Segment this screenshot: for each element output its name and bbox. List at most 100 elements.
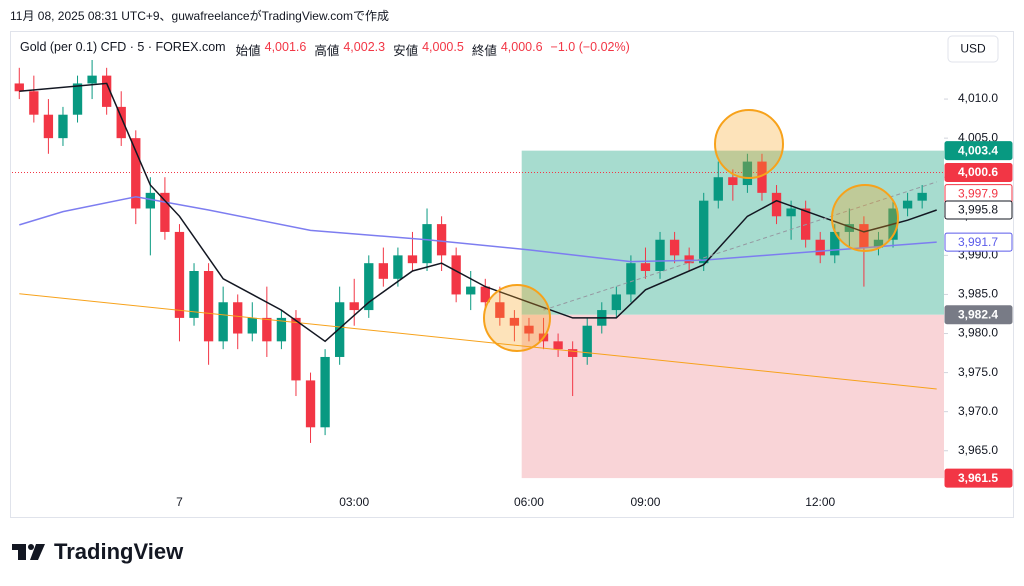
candle-body — [262, 317, 272, 342]
candle-body — [466, 286, 476, 295]
candle-body — [553, 341, 563, 350]
candle-body — [87, 75, 97, 84]
candle-body — [815, 239, 825, 256]
candle-body — [72, 83, 83, 115]
indicator-line — [543, 181, 937, 311]
candle-body — [436, 224, 447, 256]
candle-body — [218, 302, 228, 342]
price-label — [944, 200, 1013, 220]
y-tick-label: 3,975.0 — [958, 365, 998, 379]
candle-body — [509, 317, 520, 326]
highlight-circle — [831, 184, 899, 252]
candle-body — [844, 224, 855, 232]
candle-body — [393, 255, 403, 279]
candle-body — [611, 294, 622, 311]
candle-body — [364, 263, 374, 311]
candle-body — [626, 263, 636, 295]
entry-label — [944, 305, 1013, 325]
candle-body — [859, 224, 869, 248]
highlight-circle — [714, 109, 784, 179]
candle-body — [917, 192, 927, 201]
candle-body — [567, 349, 578, 357]
indicator-line — [19, 82, 937, 343]
legend: Gold (per 0.1) CFD · 5 · FOREX.com 始値 4,0… — [20, 40, 634, 59]
ohlc-label: 始値 — [235, 44, 261, 58]
y-tick-label: 3,965.0 — [958, 443, 998, 457]
candle-body — [378, 263, 389, 279]
ohlc-value: 4,002.3 — [343, 40, 386, 54]
candle-body — [160, 192, 170, 232]
candle-body — [655, 239, 665, 271]
ohlc-value: 4,000.6 — [500, 40, 543, 54]
candle-body — [14, 83, 24, 92]
candle-body — [669, 239, 680, 256]
candle-body — [349, 302, 359, 311]
candle-body — [873, 239, 884, 248]
logo-part — [28, 544, 34, 550]
ohlc-label: 安値 — [393, 44, 419, 58]
currency-label[interactable]: USD — [960, 42, 986, 56]
candle-body — [640, 263, 651, 271]
candle-body — [684, 255, 694, 264]
ohlc-label: 高値 — [314, 44, 340, 58]
y-tick-label: 3,985.0 — [958, 287, 998, 301]
price-label-text: 3,997.9 — [958, 186, 998, 200]
stop-label — [944, 468, 1013, 488]
ohlc-value: 4,001.6 — [264, 40, 307, 54]
candle-body — [276, 317, 287, 342]
candle-body — [495, 302, 505, 318]
candle-body — [334, 302, 345, 357]
price-label-text: 3,995.8 — [958, 203, 998, 217]
candle-body — [58, 114, 68, 139]
logo-part — [18, 544, 26, 560]
y-tick-label: 3,980.0 — [958, 326, 998, 340]
candle-body — [174, 231, 185, 318]
candle-body — [320, 356, 330, 428]
candle-body — [116, 106, 126, 139]
candle-body — [422, 224, 432, 264]
entry-label-text: 3,982.4 — [958, 307, 998, 321]
candle-body — [830, 231, 840, 256]
drawings — [483, 109, 899, 352]
candle-body — [786, 208, 796, 217]
candle-body — [480, 286, 490, 303]
last-price-label-text: 4,000.6 — [958, 165, 998, 179]
candle-body — [699, 200, 709, 264]
highlight-circle — [483, 284, 551, 352]
candle-body — [524, 325, 534, 334]
target-label — [944, 141, 1013, 161]
symbol: Gold (per 0.1) CFD · 5 · FOREX.com — [20, 40, 226, 54]
price-axis: 3,965.03,970.03,975.03,980.03,985.03,990… — [944, 91, 1013, 488]
target-label-text: 4,003.4 — [958, 143, 998, 157]
plot-area — [12, 60, 944, 479]
candle-body — [189, 271, 199, 318]
ohlc-label: 終値 — [471, 44, 497, 58]
candle-body — [305, 380, 316, 428]
y-tick-label: 4,010.0 — [958, 91, 998, 105]
candle-body — [247, 317, 257, 334]
x-tick-label: 03:00 — [339, 495, 369, 509]
candle-body — [582, 325, 592, 357]
indicator-line — [19, 196, 937, 263]
candle-body — [407, 255, 418, 264]
price-label-text: 3,991.7 — [958, 235, 998, 249]
candle-body — [43, 114, 54, 139]
position-loss — [521, 314, 944, 479]
chart-frame — [10, 31, 1014, 518]
currency-button[interactable] — [947, 35, 999, 63]
x-tick-label: 12:00 — [805, 495, 835, 509]
candle-body — [29, 91, 39, 115]
candle-body — [145, 192, 156, 209]
logo-part — [30, 544, 45, 560]
y-tick-label: 4,005.0 — [958, 130, 998, 144]
x-tick-label: 06:00 — [514, 495, 544, 509]
candle-body — [713, 177, 723, 201]
caption: 11月 08, 2025 08:31 UTC+9、guwafreelanceがT… — [10, 9, 389, 23]
change: −1.0 (−0.02%) — [550, 40, 630, 54]
candle-body — [291, 317, 301, 381]
ohlc-value: 4,000.5 — [422, 40, 464, 54]
candle-body — [451, 255, 461, 295]
candle-body — [101, 75, 112, 107]
candle-body — [203, 271, 214, 342]
